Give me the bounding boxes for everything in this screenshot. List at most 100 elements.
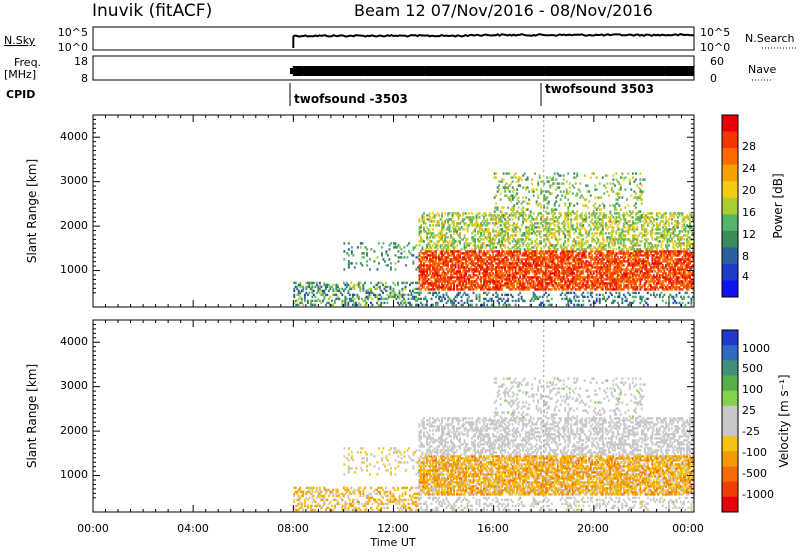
power-cell	[492, 264, 495, 267]
power-cell	[531, 286, 534, 289]
power-cell	[513, 254, 516, 257]
power-cell	[450, 254, 452, 257]
power-cell	[574, 282, 577, 285]
power-cell	[520, 224, 523, 227]
power-cell	[610, 232, 613, 235]
power-cell	[447, 264, 449, 267]
power-cell	[668, 238, 670, 241]
power-cell	[540, 270, 543, 273]
power-cell	[594, 282, 597, 285]
power-cell	[577, 236, 580, 239]
power-cell	[442, 278, 445, 281]
power-cell	[624, 246, 627, 249]
power-cell	[528, 198, 531, 201]
power-cell	[674, 228, 676, 231]
power-cell	[486, 230, 489, 233]
power-cell	[651, 244, 654, 247]
power-cell	[468, 254, 470, 257]
power-cell	[451, 220, 454, 223]
power-cell	[469, 218, 472, 221]
power-cell	[444, 220, 446, 223]
power-cell	[570, 278, 573, 281]
power-cell	[586, 232, 589, 235]
power-cell	[435, 274, 437, 277]
power-cell	[660, 256, 663, 259]
power-cell	[634, 242, 637, 245]
power-cell	[692, 254, 694, 257]
power-cell	[459, 276, 461, 279]
power-cell	[577, 256, 580, 259]
power-cell	[445, 284, 448, 287]
power-cell	[523, 268, 526, 271]
power-cell	[480, 280, 482, 283]
power-cell	[498, 188, 501, 191]
power-cell	[583, 248, 586, 251]
power-cell	[430, 232, 433, 235]
power-cell	[636, 198, 639, 201]
power-cell	[600, 242, 603, 245]
power-cell	[652, 288, 655, 291]
power-cell	[495, 202, 498, 205]
power-cell	[517, 218, 520, 221]
power-cell	[594, 258, 597, 261]
power-cell	[453, 288, 455, 291]
power-cell	[427, 232, 430, 235]
power-cell	[535, 284, 538, 287]
power-cell	[472, 250, 475, 253]
power-cell	[568, 274, 571, 277]
power-cell	[353, 293, 356, 297]
power-cell	[471, 260, 473, 263]
power-cell	[465, 250, 467, 253]
power-cell	[501, 206, 504, 209]
power-cell	[671, 284, 673, 287]
power-cell	[555, 188, 558, 191]
power-cell	[493, 176, 496, 179]
power-cell	[420, 250, 422, 253]
power-cell	[490, 288, 493, 291]
power-cell	[547, 202, 550, 205]
power-cell	[466, 228, 469, 231]
power-cell	[597, 282, 600, 285]
power-cell	[689, 220, 691, 223]
power-cell	[323, 289, 326, 293]
power-cell	[671, 240, 673, 243]
power-cell	[613, 236, 616, 239]
power-cell	[585, 232, 588, 235]
power-cell	[661, 240, 664, 243]
power-cell	[421, 284, 424, 287]
power-cell	[574, 274, 577, 277]
power-cell	[582, 254, 585, 257]
power-cell	[447, 254, 449, 257]
power-cell	[528, 216, 531, 219]
power-cell	[628, 214, 631, 217]
power-cell	[430, 252, 433, 255]
power-cell	[374, 287, 377, 291]
power-cell	[439, 280, 442, 283]
power-cell	[493, 214, 496, 217]
power-cell	[508, 236, 511, 239]
power-cell	[555, 230, 558, 233]
power-cell	[371, 297, 374, 301]
power-cell	[555, 272, 558, 275]
power-cell	[549, 192, 552, 195]
power-cell	[643, 260, 646, 263]
power-cell	[423, 266, 425, 269]
power-cell	[571, 252, 574, 255]
power-cell	[486, 236, 489, 239]
power-cell	[573, 280, 576, 283]
power-cell	[592, 222, 595, 225]
power-cell	[561, 280, 564, 283]
power-cell	[621, 250, 624, 253]
power-cell	[474, 274, 476, 277]
power-cell	[477, 232, 479, 235]
power-cell	[586, 184, 589, 187]
power-cell	[537, 278, 540, 281]
power-cell	[538, 234, 541, 237]
power-cell	[674, 250, 676, 253]
power-cell	[451, 254, 454, 257]
power-cell	[598, 286, 601, 289]
power-cell	[595, 256, 598, 259]
power-cell	[633, 288, 636, 291]
power-cell	[507, 252, 510, 255]
power-cell	[507, 232, 510, 235]
